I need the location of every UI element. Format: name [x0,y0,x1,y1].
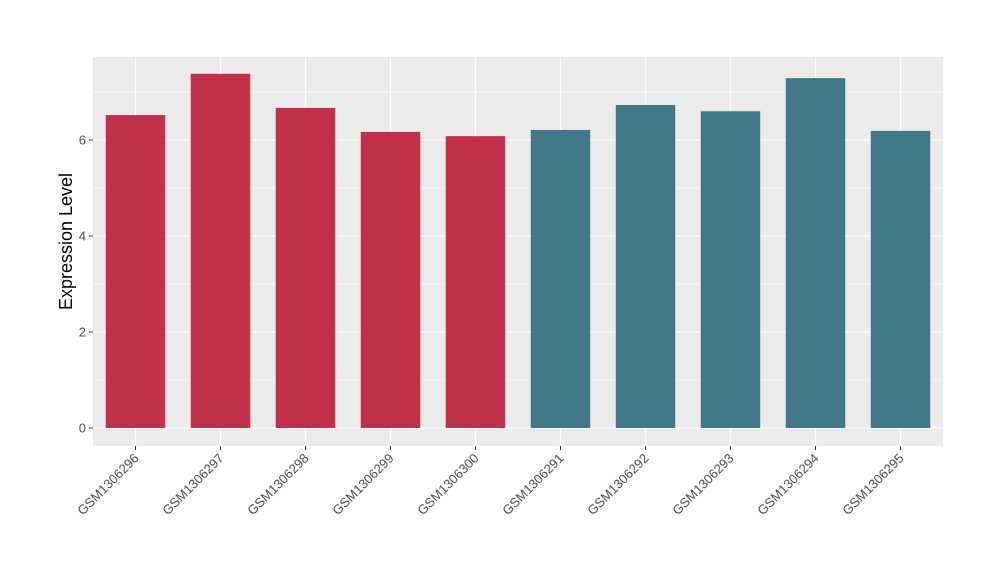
bar [275,107,336,429]
bar [105,115,166,429]
bar [870,130,931,429]
x-tick-label: GSM1306292 [584,451,651,518]
x-tick-label: GSM1306299 [329,451,396,518]
x-tick-label: GSM1306294 [754,451,821,518]
x-tick-label: GSM1306298 [244,451,311,518]
bar [615,104,676,429]
y-tick-label: 0 [79,421,86,436]
bar [700,111,761,429]
bar [785,78,846,429]
bar [445,136,506,429]
y-tick-label: 4 [79,229,86,244]
x-tick-label: GSM1306293 [669,451,736,518]
x-tick-label: GSM1306291 [499,451,566,518]
bar [190,73,251,429]
y-tick-label: 2 [79,325,86,340]
x-tick-label: GSM1306300 [414,451,481,518]
x-tick-label: GSM1306295 [839,451,906,518]
x-tick-label: GSM1306297 [159,451,226,518]
y-tick-label: 6 [79,133,86,148]
x-tick-label: GSM1306296 [74,451,141,518]
bar [360,131,421,429]
y-axis-label: Expression Level [56,173,76,310]
bar [530,129,591,429]
